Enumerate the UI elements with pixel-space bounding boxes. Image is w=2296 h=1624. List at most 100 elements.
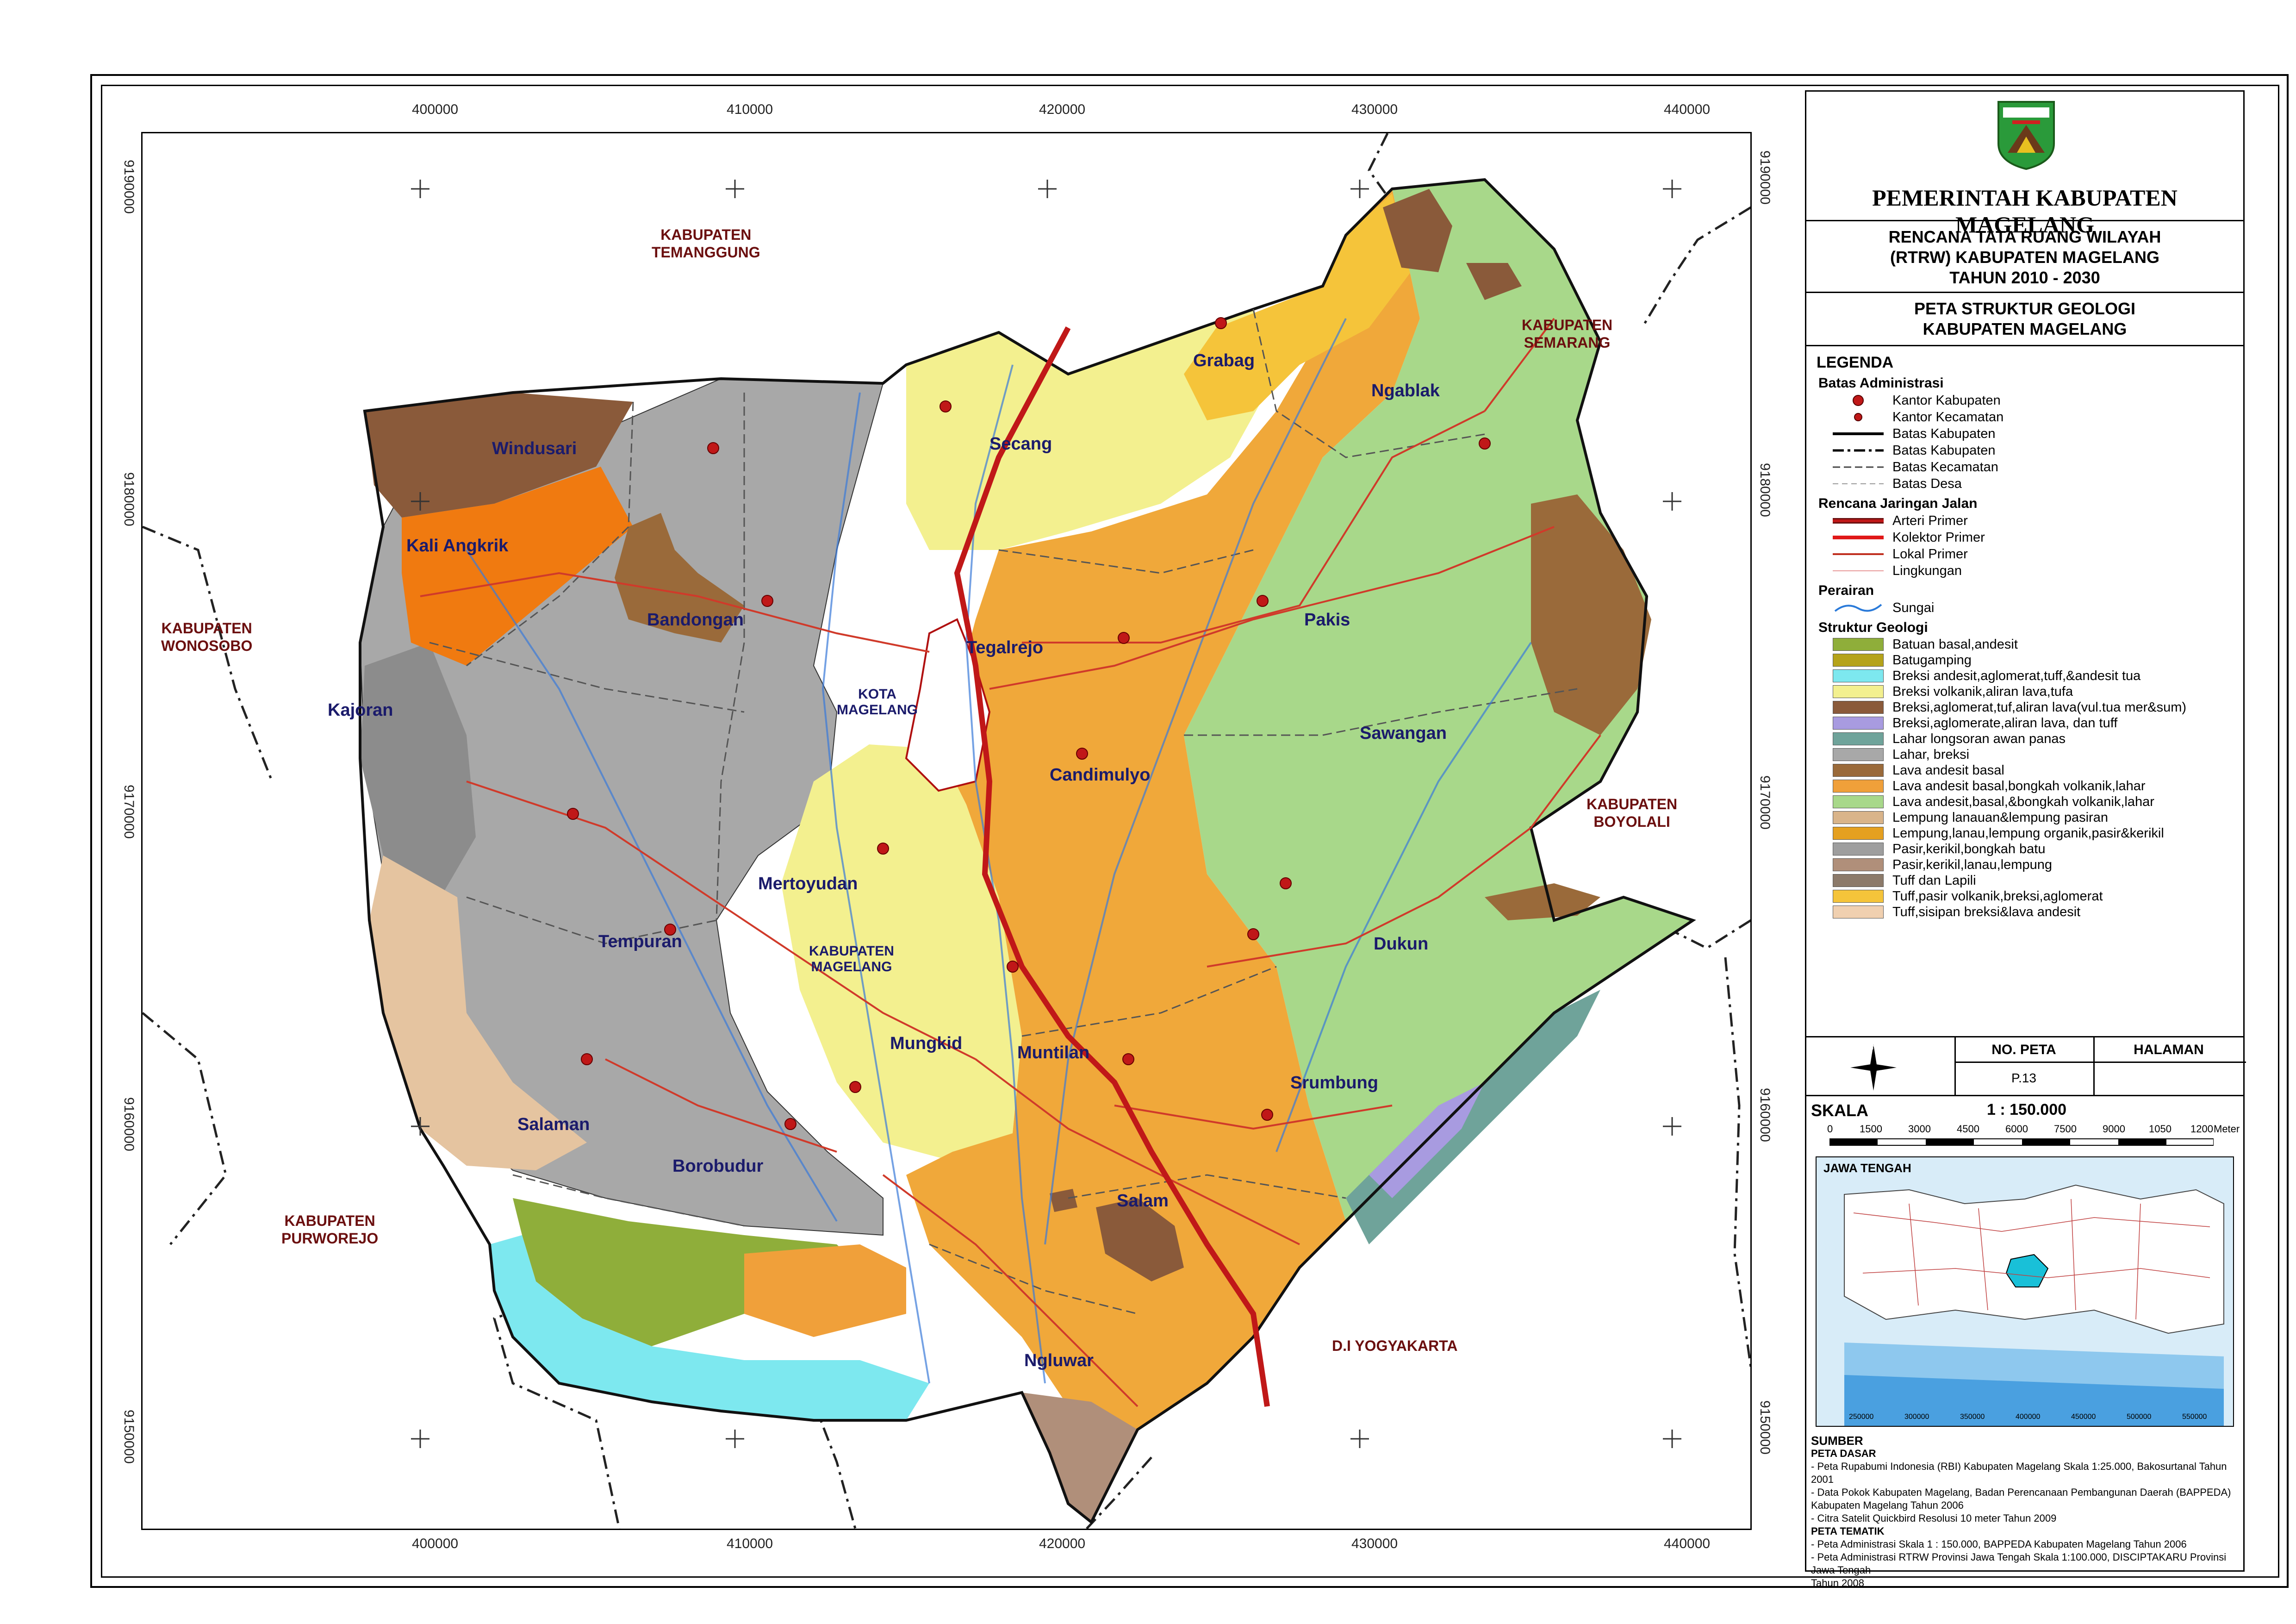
- legend-item: Batas Kabupaten: [1830, 425, 2233, 442]
- neighbor-line: KABUPATEN: [284, 1212, 375, 1229]
- legend-item: Batas Desa: [1830, 475, 2233, 492]
- map-info-table: N NO. PETA HALAMAN P.13: [1806, 1036, 2246, 1096]
- zone-pasir-kerikil-kajoran: [360, 643, 476, 893]
- x-tick: 440000: [1664, 102, 1711, 117]
- legend-item: Batas Kecamatan: [1830, 459, 2233, 475]
- geology-legend-item: Lempung,lanau,lempung organik,pasir&keri…: [1830, 825, 2233, 841]
- plan-title-line: TAHUN 2010 - 2030: [1949, 268, 2100, 287]
- svg-text:N: N: [1872, 1043, 1877, 1051]
- map-title-box: PETA STRUKTUR GEOLOGI KABUPATEN MAGELANG: [1806, 293, 2243, 346]
- legend-swatch-wrap: [1830, 889, 1886, 903]
- legend-item: Lingkungan: [1830, 562, 2233, 579]
- legend-swatch-wrap: [1830, 700, 1886, 714]
- x-tick: 420000: [1039, 1536, 1086, 1551]
- district-label: Borobudur: [672, 1156, 764, 1176]
- legend-swatch: [1833, 827, 1884, 840]
- y-tick: 9190000: [121, 160, 137, 214]
- legend-swatch-wrap: [1830, 811, 1886, 824]
- zone-lava-kali-angkrik: [402, 467, 633, 666]
- district-label: Kali Angkrik: [406, 536, 509, 556]
- legend-label: Lava andesit basal,bongkah volkanik,laha…: [1892, 778, 2146, 793]
- legend: LEGENDA Batas Administrasi Kantor Kabupa…: [1817, 351, 2233, 920]
- y-tick: 9190000: [1757, 150, 1773, 205]
- legend-swatch-wrap: [1830, 763, 1886, 777]
- zone-lava-dukun: [1485, 883, 1600, 920]
- sources: SUMBER PETA DASAR - Peta Rupabumi Indone…: [1811, 1434, 2237, 1590]
- regency-boundary: [359, 178, 1696, 1524]
- district-label: Pakis: [1304, 610, 1350, 630]
- x-tick: 400000: [412, 1536, 459, 1551]
- y-tick: 9160000: [121, 1097, 137, 1151]
- x-tick: 430000: [1351, 102, 1398, 117]
- legend-item: Kolektor Primer: [1830, 529, 2233, 546]
- map-canvas: [143, 133, 1750, 1529]
- inset-x-tick: 400000: [2016, 1413, 2041, 1421]
- district-label: Salam: [1117, 1191, 1169, 1211]
- geology-legend-item: Batugamping: [1830, 652, 2233, 668]
- side-panel: PEMERINTAH KABUPATEN MAGELANG RENCANA TA…: [1805, 90, 2246, 1589]
- legend-label: Tuff,sisipan breksi&lava andesit: [1892, 904, 2081, 919]
- neighbor-line: BOYOLALI: [1593, 813, 1670, 830]
- zone-batuan-basal-salaman: [513, 1198, 860, 1346]
- legend-label: Batas Kabupaten: [1892, 426, 1996, 441]
- geology-legend-item: Lahar longsoran awan panas: [1830, 731, 2233, 747]
- neighbor-line: D.I YOGYAKARTA: [1332, 1337, 1458, 1354]
- map-title-line: PETA STRUKTUR GEOLOGI: [1914, 299, 2135, 318]
- geology-legend-item: Lahar, breksi: [1830, 747, 2233, 762]
- geology-legend-item: Tuff,sisipan breksi&lava andesit: [1830, 904, 2233, 920]
- inset-x-tick: 300000: [1904, 1413, 1929, 1421]
- legend-label: Lava andesit,basal,&bongkah volkanik,lah…: [1892, 794, 2154, 809]
- zone-lava-salam-2: [1050, 1189, 1077, 1212]
- legend-swatch: [1833, 701, 1884, 714]
- zone-lava-salam: [1096, 1198, 1184, 1281]
- neighbor-line: WONOSOBO: [161, 637, 253, 654]
- legend-swatch: [1833, 874, 1884, 887]
- scale-tick: 0: [1827, 1123, 1833, 1135]
- plan-title-line: RENCANA TATA RUANG WILAYAH: [1888, 227, 2161, 246]
- scale-tick: 7500: [2054, 1123, 2077, 1135]
- legend-swatch-wrap: [1830, 732, 1886, 746]
- district-label: Tegalrejo: [966, 638, 1044, 657]
- legend-road-title: Rencana Jaringan Jalan: [1818, 496, 1978, 511]
- geology-map[interactable]: KABUPATEN TEMANGGUNG KABUPATEN SEMARANG KA…: [141, 132, 1752, 1530]
- y-tick: 9170000: [1757, 775, 1773, 830]
- neighbor-line: SEMARANG: [1524, 334, 1611, 351]
- x-tick: 410000: [727, 102, 773, 117]
- legend-swatch: [1833, 732, 1884, 745]
- neighbor-line: KABUPATEN: [161, 620, 252, 637]
- district-label: Secang: [989, 434, 1052, 454]
- district-label: Salaman: [517, 1115, 590, 1134]
- legend-label: Breksi volkanik,aliran lava,tufa: [1892, 684, 2073, 699]
- legend-swatch-wrap: [1830, 637, 1886, 651]
- no-peta-label: NO. PETA: [1991, 1042, 2056, 1057]
- river-icon: [1834, 604, 1882, 612]
- plan-title-box: RENCANA TATA RUANG WILAYAH (RTRW) KABUPA…: [1806, 221, 2243, 293]
- legend-label: Tuff dan Lapili: [1892, 873, 1976, 888]
- neighbor-wonosobo: KABUPATEN WONOSOBO: [161, 619, 252, 655]
- district-label: Bandongan: [647, 610, 744, 630]
- no-peta-value: P.13: [2011, 1071, 2036, 1085]
- legend-swatch: [1833, 669, 1884, 682]
- scale-label: SKALA: [1811, 1101, 1868, 1120]
- legend-label: Breksi andesit,aglomerat,tuff,&andesit t…: [1892, 668, 2141, 683]
- scale-tick: 4500: [1957, 1123, 1979, 1135]
- inset-title: JAWA TENGAH: [1823, 1161, 1911, 1175]
- geology-legend-item: Lava andesit,basal,&bongkah volkanik,lah…: [1830, 794, 2233, 810]
- sumber-title: SUMBER: [1811, 1434, 1863, 1448]
- legend-swatch: [1833, 843, 1884, 856]
- legend-label: Tuff,pasir volkanik,breksi,aglomerat: [1892, 888, 2103, 904]
- legend-swatch-wrap: [1830, 826, 1886, 840]
- zone-tuff-sisipan-sw: [369, 856, 587, 1170]
- geology-legend-item: Breksi,aglomerat,tuf,aliran lava(vul.tua…: [1830, 700, 2233, 715]
- legend-item: Kantor Kecamatan: [1830, 409, 2233, 425]
- legend-label: Batas Kabupaten: [1892, 443, 1996, 458]
- legend-item: Batas Kabupaten: [1830, 442, 2233, 459]
- kota-line: MAGELANG: [837, 702, 918, 718]
- scale-tick: 1050: [2149, 1123, 2172, 1135]
- legend-label: Kantor Kecamatan: [1892, 409, 2004, 425]
- plan-title: RENCANA TATA RUANG WILAYAH (RTRW) KABUPA…: [1806, 221, 2243, 288]
- geology-legend-item: Pasir,kerikil,bongkah batu: [1830, 841, 2233, 857]
- legend-swatch-wrap: [1830, 779, 1886, 793]
- inset-x-tick: 450000: [2071, 1413, 2096, 1421]
- y-tick: 9170000: [121, 785, 137, 839]
